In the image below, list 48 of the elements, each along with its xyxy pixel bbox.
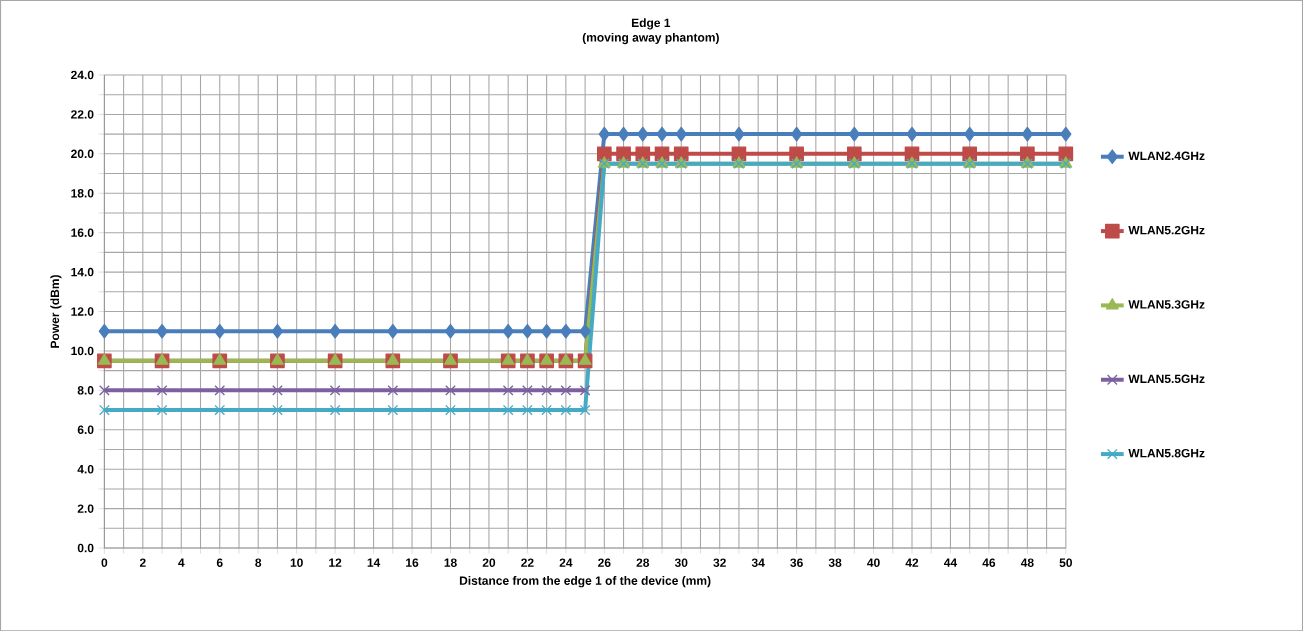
y-tick-label: 8.0 [77, 385, 94, 395]
x-tick-label: 16 [406, 558, 419, 567]
y-axis-title: Power (dBm) [50, 274, 62, 348]
x-tick-label: 32 [713, 558, 726, 567]
x-tick-label: 8 [255, 558, 262, 567]
y-tick-label: 10.0 [71, 346, 94, 356]
y-tick-label: 22.0 [71, 109, 94, 119]
x-tick-label: 34 [751, 558, 765, 567]
y-tick-label: 2.0 [77, 504, 94, 513]
y-tick-label: 12.0 [71, 307, 94, 316]
chart-title: Edge 1 [631, 18, 671, 30]
x-tick-label: 40 [867, 558, 880, 567]
x-tick-label: 24 [559, 558, 573, 567]
x-tick-label: 50 [1059, 558, 1073, 567]
legend-label: WLAN5.8GHz [1128, 448, 1205, 458]
x-tick-label: 2 [139, 558, 146, 567]
x-tick-label: 12 [329, 558, 342, 567]
x-tick-label: 20 [482, 558, 496, 567]
x-tick-label: 36 [790, 558, 803, 567]
legend-label: WLAN5.3GHz [1128, 300, 1205, 309]
y-tick-label: 24.0 [71, 70, 94, 80]
y-tick-label: 4.0 [77, 464, 94, 474]
y-tick-label: 0.0 [77, 543, 94, 553]
legend-label: WLAN5.2GHz [1128, 225, 1205, 235]
x-tick-label: 38 [828, 558, 842, 567]
x-tick-label: 0 [101, 558, 108, 567]
x-tick-label: 30 [674, 558, 688, 567]
y-tick-label: 20.0 [71, 149, 94, 158]
y-tick-label: 6.0 [77, 425, 94, 434]
x-tick-label: 28 [636, 558, 650, 567]
y-tick-label: 16.0 [71, 228, 94, 237]
x-tick-label: 22 [521, 558, 534, 567]
x-tick-label: 26 [598, 558, 611, 567]
x-tick-label: 44 [943, 558, 958, 567]
x-tick-label: 48 [1020, 558, 1034, 567]
legend-label: WLAN2.4GHz [1128, 151, 1205, 160]
y-tick-label: 18.0 [71, 188, 94, 198]
y-tick-label: 14.0 [71, 267, 94, 277]
x-tick-label: 10 [290, 558, 303, 567]
x-tick-label: 18 [444, 558, 457, 567]
x-tick-label: 14 [367, 558, 381, 567]
x-tick-label: 6 [216, 558, 223, 567]
x-axis-title: Distance from the edge 1 of the device (mm) [459, 575, 711, 588]
x-tick-label: 4 [178, 558, 185, 567]
x-tick-label: 42 [905, 558, 919, 567]
chart-subtitle: (moving away phantom) [582, 32, 719, 44]
legend-label: WLAN5.5GHz [1128, 374, 1205, 383]
x-tick-label: 46 [982, 558, 996, 567]
